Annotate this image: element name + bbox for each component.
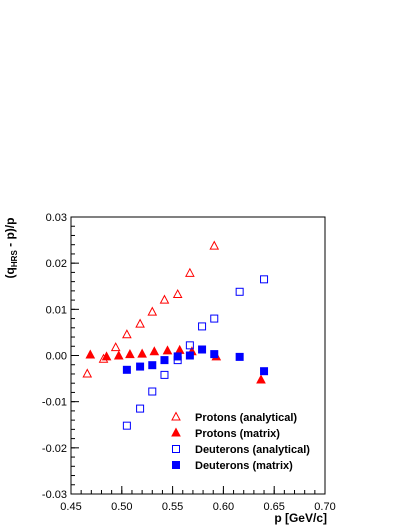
- legend: Protons (analytical) Protons (matrix) Deut…: [171, 411, 310, 472]
- y-tick-label: 0.02: [46, 258, 67, 270]
- legend-label: Protons (analytical): [195, 412, 297, 424]
- y-axis-title: (qHRS - p)/p: [3, 218, 19, 279]
- series-filled-triangle: [85, 344, 266, 384]
- data-point: [125, 349, 135, 359]
- y-tick-label: -0.01: [42, 397, 67, 409]
- data-point: [260, 367, 269, 376]
- legend-label: Protons (matrix): [195, 428, 280, 440]
- data-point: [185, 267, 195, 277]
- data-marks: [82, 240, 269, 430]
- x-tick-label: 0.55: [162, 501, 183, 513]
- data-point: [210, 350, 219, 359]
- data-point: [209, 240, 220, 250]
- y-axis-title-prefix: (q: [3, 267, 17, 278]
- legend-label: Deuterons (matrix): [195, 460, 293, 472]
- x-tick-label: 0.60: [213, 501, 234, 513]
- data-point: [185, 351, 194, 360]
- data-point: [149, 346, 160, 356]
- y-tick-label: -0.02: [42, 443, 67, 455]
- data-point: [256, 374, 266, 384]
- data-point: [159, 294, 170, 304]
- data-point: [147, 306, 158, 316]
- y-tick-label: 0.03: [46, 212, 67, 224]
- data-point: [160, 370, 169, 379]
- data-point: [185, 341, 194, 350]
- data-point: [113, 350, 124, 360]
- y-tick-label: -0.03: [42, 489, 67, 501]
- data-point: [160, 356, 169, 365]
- data-point: [235, 287, 244, 296]
- x-tick-label: 0.45: [60, 501, 81, 513]
- data-point: [198, 345, 207, 354]
- data-point: [173, 352, 182, 361]
- legend-label: Deuterons (analytical): [195, 444, 310, 456]
- data-point: [101, 351, 112, 361]
- data-point: [162, 345, 173, 355]
- series-open-square: [122, 275, 269, 430]
- x-tick-label: 0.70: [314, 501, 335, 513]
- x-axis-title: p [GeV/c]: [274, 511, 327, 525]
- series-open-triangle: [82, 240, 220, 378]
- data-point: [122, 329, 132, 339]
- data-point: [85, 349, 96, 359]
- data-point: [136, 404, 145, 413]
- data-point: [174, 344, 185, 354]
- y-axis-title-suffix: - p)/p: [3, 218, 17, 251]
- data-point: [110, 342, 121, 352]
- data-point: [135, 318, 145, 328]
- x-tick-label: 0.50: [111, 501, 132, 513]
- legend-marker: [172, 445, 180, 453]
- y-tick-label: 0.00: [46, 351, 67, 363]
- data-point: [122, 421, 131, 430]
- x-tick-label: 0.65: [263, 501, 284, 513]
- data-point: [260, 275, 269, 284]
- legend-marker: [171, 411, 181, 421]
- legend-marker: [172, 461, 180, 469]
- data-point: [235, 352, 244, 361]
- data-point: [148, 361, 157, 370]
- data-point: [137, 348, 147, 358]
- data-point: [136, 362, 145, 371]
- data-point: [122, 365, 131, 374]
- y-axis-title-subscript: HRS: [10, 250, 19, 268]
- data-point: [148, 387, 157, 396]
- data-point: [210, 314, 219, 323]
- data-point: [198, 322, 207, 331]
- data-point: [172, 288, 183, 299]
- legend-marker: [171, 427, 181, 437]
- axes: 0.45 0.50 0.55 0.60 0.65 0.70 -0.03 -0.02 -0.01 0…: [42, 212, 336, 513]
- y-tick-label: 0.01: [46, 304, 67, 316]
- data-point: [82, 368, 93, 378]
- series-filled-square: [122, 345, 269, 376]
